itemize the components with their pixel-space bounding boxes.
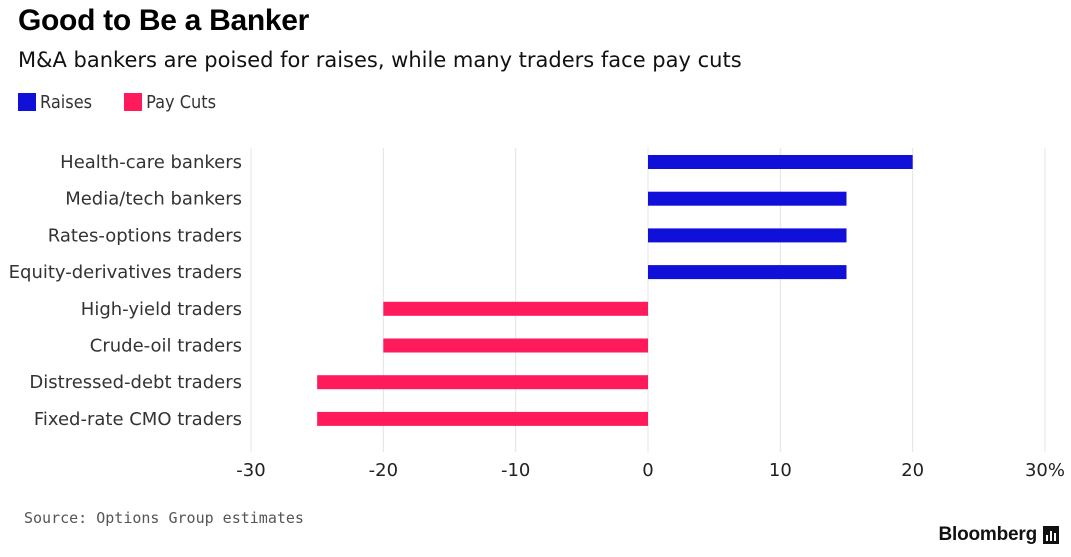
brand: Bloomberg (939, 524, 1059, 546)
bar (383, 338, 648, 353)
legend-item-pay-cuts: Pay Cuts (124, 92, 216, 113)
legend-label-raises: Raises (40, 91, 93, 113)
category-label: Fixed-rate CMO traders (34, 409, 242, 430)
x-tick-label: -10 (501, 460, 530, 481)
bar (648, 155, 913, 169)
x-tick-label: -20 (369, 460, 398, 481)
category-label: Equity-derivatives traders (9, 262, 242, 283)
bar (648, 265, 847, 280)
legend-label-pay-cuts: Pay Cuts (146, 91, 217, 113)
legend: Raises Pay Cuts (18, 90, 248, 114)
x-tick-label: 0 (642, 460, 653, 481)
legend-swatch-raises (18, 93, 36, 111)
x-tick-label: 10 (769, 460, 792, 481)
bar (317, 411, 648, 426)
category-label: Health-care bankers (60, 152, 242, 173)
bar (383, 301, 648, 316)
bar (648, 191, 847, 206)
x-tick-label: 20 (901, 460, 924, 481)
x-tick-label: 30% (1025, 460, 1065, 481)
category-label: Media/tech bankers (65, 189, 242, 210)
category-label: Distressed-debt traders (29, 372, 242, 393)
chart-subtitle: M&A bankers are poised for raises, while… (18, 48, 742, 72)
bar (317, 375, 648, 390)
brand-name: Bloomberg (938, 524, 1038, 545)
x-tick-label: -30 (236, 460, 265, 481)
category-label: Rates-options traders (48, 225, 242, 246)
chart-title: Good to Be a Banker (18, 4, 310, 37)
category-label: High-yield traders (81, 299, 242, 320)
bar-chart-icon (1043, 526, 1059, 544)
legend-swatch-pay-cuts (124, 93, 143, 111)
bar (648, 228, 847, 243)
source-note: Source: Options Group estimates (24, 509, 304, 527)
category-label: Crude-oil traders (90, 336, 242, 357)
legend-item-raises: Raises (18, 92, 92, 113)
